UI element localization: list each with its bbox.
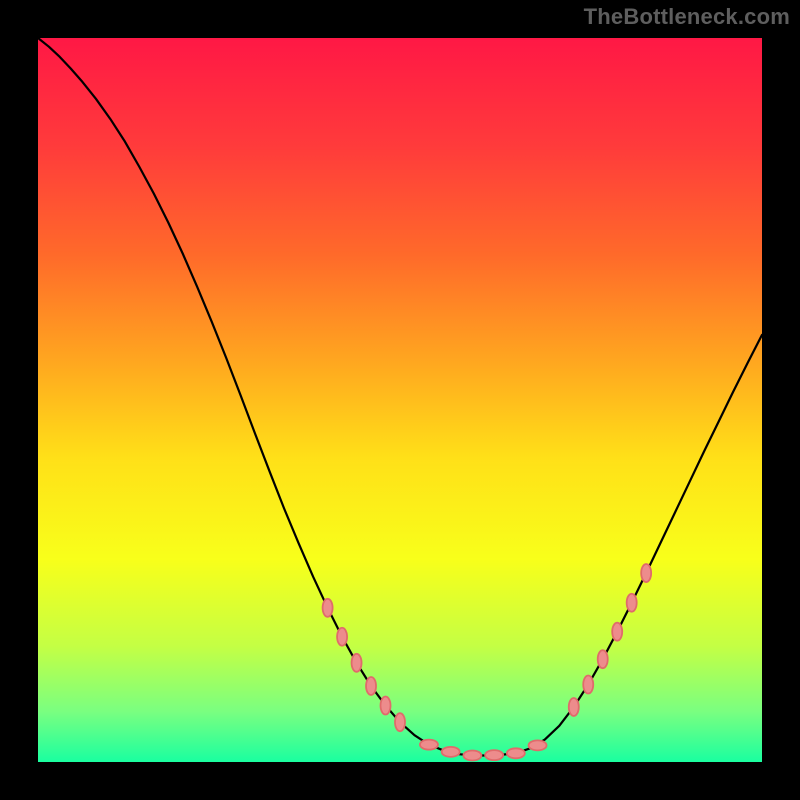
curve-marker xyxy=(366,677,376,695)
bottleneck-chart xyxy=(0,0,800,800)
curve-marker xyxy=(381,697,391,715)
curve-marker xyxy=(641,564,651,582)
watermark-text: TheBottleneck.com xyxy=(584,4,790,30)
curve-marker xyxy=(442,747,460,757)
curve-marker xyxy=(420,740,438,750)
curve-marker xyxy=(612,623,622,641)
curve-marker xyxy=(463,750,481,760)
curve-marker xyxy=(323,599,333,617)
curve-marker xyxy=(395,713,405,731)
curve-marker xyxy=(337,628,347,646)
curve-marker xyxy=(352,654,362,672)
curve-marker xyxy=(583,676,593,694)
curve-marker xyxy=(598,650,608,668)
curve-marker xyxy=(485,750,503,760)
curve-marker xyxy=(627,594,637,612)
curve-marker xyxy=(507,748,525,758)
plot-background xyxy=(38,38,762,762)
curve-marker xyxy=(529,740,547,750)
curve-marker xyxy=(569,698,579,716)
